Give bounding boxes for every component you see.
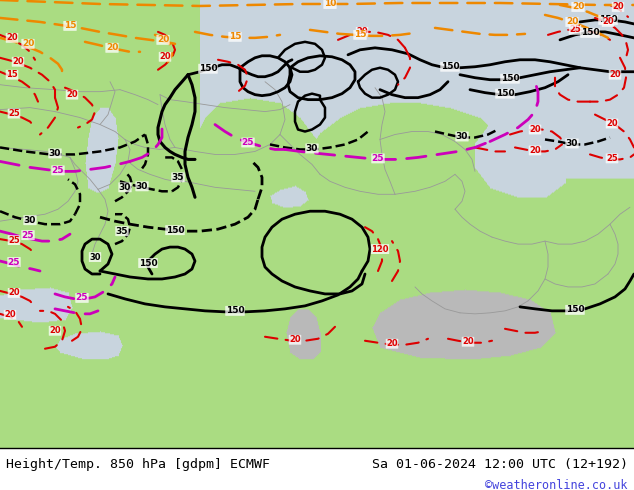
Text: 150: 150	[566, 305, 585, 315]
Text: 35: 35	[172, 173, 184, 182]
Text: 20: 20	[12, 57, 24, 66]
Text: 20: 20	[386, 339, 398, 348]
Text: 25: 25	[606, 154, 618, 163]
Text: ©weatheronline.co.uk: ©weatheronline.co.uk	[485, 479, 628, 490]
Text: 20: 20	[612, 2, 624, 11]
Text: 150: 150	[496, 89, 514, 98]
Text: 30: 30	[136, 182, 148, 191]
Text: 30: 30	[24, 216, 36, 225]
Text: 20: 20	[66, 90, 78, 99]
Text: 20: 20	[602, 18, 614, 26]
Text: 25: 25	[242, 138, 254, 147]
Text: Height/Temp. 850 hPa [gdpm] ECMWF: Height/Temp. 850 hPa [gdpm] ECMWF	[6, 458, 270, 471]
Text: 150: 150	[198, 64, 217, 73]
Text: 35: 35	[116, 227, 128, 236]
Text: 20: 20	[4, 310, 16, 319]
Text: 150: 150	[598, 15, 618, 24]
Text: 25: 25	[372, 154, 384, 163]
Text: 150: 150	[441, 62, 459, 71]
Text: 25: 25	[569, 25, 581, 34]
Text: 10: 10	[324, 0, 336, 8]
Text: 20: 20	[289, 335, 301, 344]
Text: 20: 20	[6, 33, 18, 42]
Text: 20: 20	[8, 289, 20, 297]
Text: 25: 25	[8, 109, 20, 118]
Text: 25: 25	[8, 236, 20, 245]
Text: 30: 30	[49, 149, 61, 158]
Text: 120: 120	[372, 245, 389, 254]
Text: 15: 15	[6, 70, 18, 79]
Text: Sa 01-06-2024 12:00 UTC (12+192): Sa 01-06-2024 12:00 UTC (12+192)	[372, 458, 628, 471]
Text: 20: 20	[529, 125, 541, 134]
Text: 20: 20	[606, 119, 618, 128]
Text: 20: 20	[106, 43, 118, 52]
Text: 30: 30	[566, 139, 578, 148]
Text: 15: 15	[229, 32, 242, 41]
Text: 20: 20	[566, 18, 578, 26]
Text: 30: 30	[456, 132, 468, 141]
Text: 25: 25	[8, 258, 20, 267]
Text: 30: 30	[306, 144, 318, 153]
Text: 25: 25	[75, 294, 88, 302]
Text: 30: 30	[89, 252, 101, 262]
Text: 20: 20	[22, 39, 34, 49]
Text: 20: 20	[462, 337, 474, 346]
Text: 25: 25	[52, 166, 64, 175]
Text: 150: 150	[581, 28, 599, 37]
Text: 20: 20	[49, 326, 61, 335]
Text: 20: 20	[572, 2, 584, 11]
Text: 15: 15	[354, 30, 366, 39]
Text: 20: 20	[529, 146, 541, 155]
Text: 150: 150	[139, 259, 157, 268]
Text: 25: 25	[22, 231, 34, 240]
Text: 150: 150	[165, 226, 184, 235]
Text: 20: 20	[157, 35, 169, 45]
Text: 150: 150	[226, 306, 244, 316]
Text: 150: 150	[501, 74, 519, 83]
Text: 20: 20	[356, 27, 368, 36]
Text: 20: 20	[159, 52, 171, 61]
Text: 15: 15	[64, 22, 76, 30]
Text: 20: 20	[609, 70, 621, 79]
Text: 30: 30	[119, 183, 131, 192]
